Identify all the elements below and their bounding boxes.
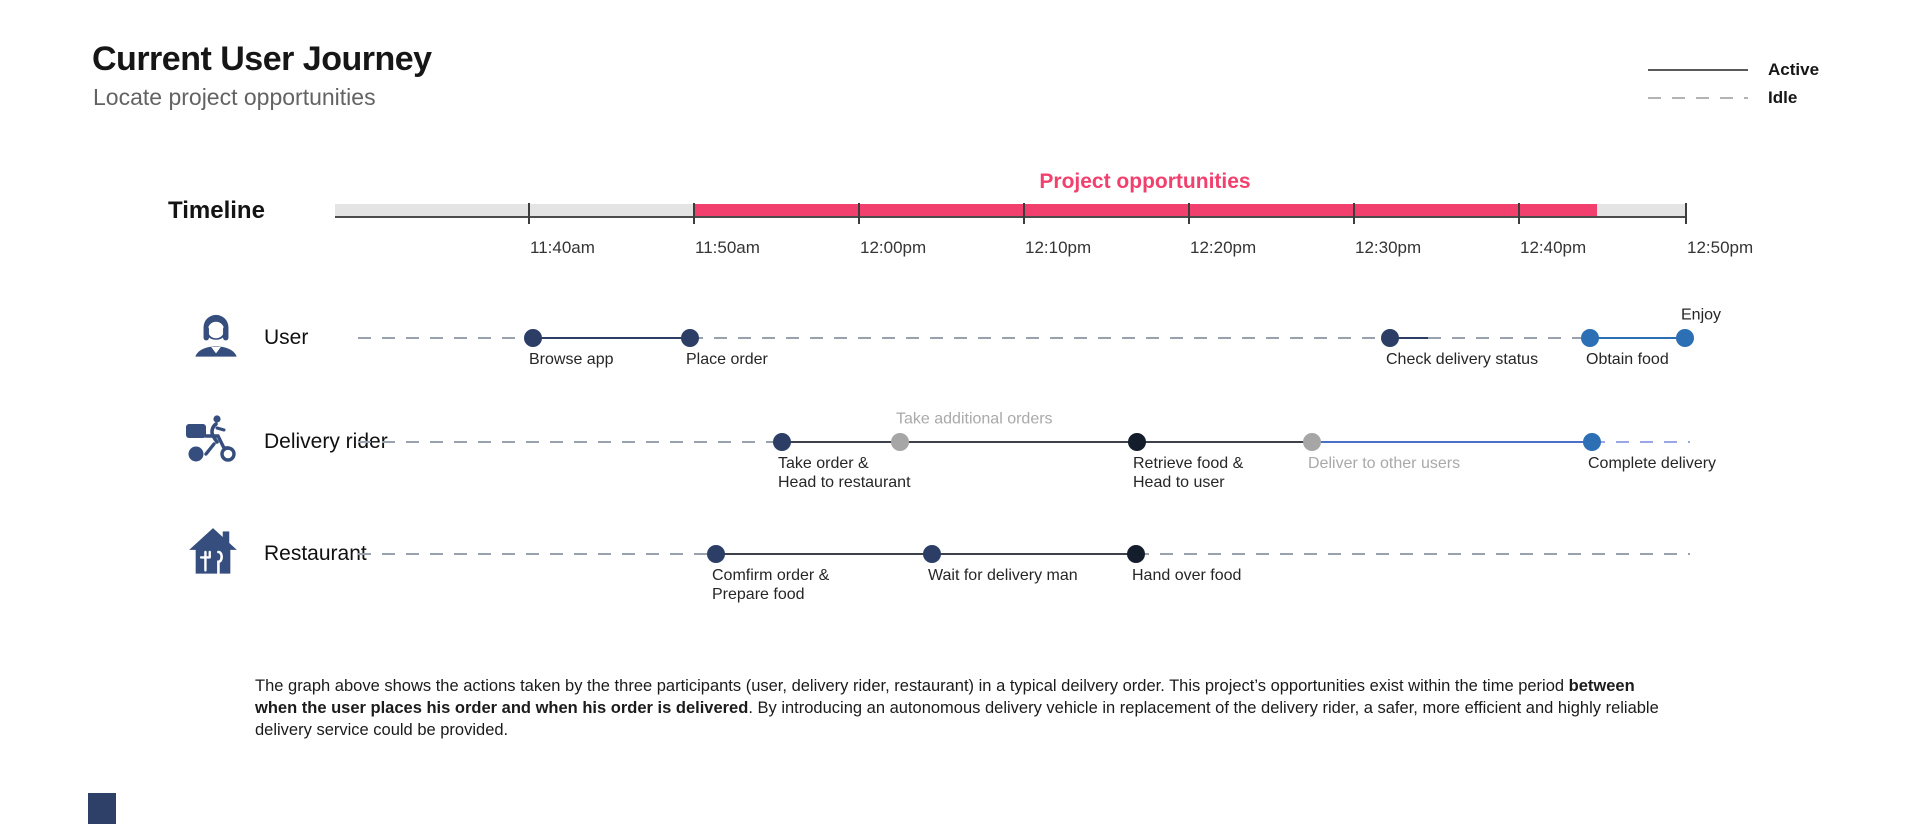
timeline-tick-label: 12:00pm <box>860 238 927 257</box>
timeline-tick-label: 12:40pm <box>1520 238 1587 257</box>
journey-segment <box>358 337 533 339</box>
event-dot <box>1583 433 1601 451</box>
event-dot <box>524 329 542 347</box>
timeline-tick <box>858 203 860 224</box>
timeline-tick-label: 12:10pm <box>1025 238 1092 257</box>
timeline-tick <box>1685 203 1687 224</box>
event-label: Deliver to other users <box>1308 455 1461 472</box>
footer-text-post: . By introducing an autonomous delivery … <box>255 698 1659 739</box>
row-label-restaurant: Restaurant <box>264 542 367 565</box>
legend-row-idle: Idle <box>1648 88 1819 108</box>
event-label: Complete delivery <box>1588 455 1717 472</box>
event-label: Hand over food <box>1132 567 1242 584</box>
event-label: Obtain food <box>1586 351 1669 368</box>
event-label: Take additional orders <box>896 410 1053 428</box>
restaurant-icon <box>189 528 237 578</box>
row-label-delivery-rider: Delivery rider <box>264 430 388 453</box>
timeline-tick <box>693 203 695 224</box>
journey-segment <box>1136 553 1690 555</box>
timeline-tick-label: 12:50pm <box>1687 238 1754 257</box>
journey-segment <box>782 441 1312 443</box>
timeline-tick <box>1518 203 1520 224</box>
footer-text-bold: between when the user places his order a… <box>255 677 1635 717</box>
journey-segment <box>690 337 1390 339</box>
project-opportunities-label: Project opportunities <box>1039 170 1251 193</box>
timeline-tick-label: 12:20pm <box>1190 238 1257 257</box>
journey-segment <box>358 441 782 443</box>
page-subtitle: Locate project opportunities <box>93 84 376 110</box>
journey-segment <box>1590 337 1685 339</box>
idle-dashed-line-icon <box>1648 97 1748 99</box>
event-dot <box>707 545 725 563</box>
page-title: Current User Journey <box>92 40 432 78</box>
timeline-label: Timeline <box>168 197 265 224</box>
legend-row-active: Active <box>1648 60 1819 80</box>
active-line-icon <box>1648 69 1748 71</box>
event-dot <box>1581 329 1599 347</box>
journey-segment <box>358 553 716 555</box>
event-dot <box>681 329 699 347</box>
event-label: Place order <box>686 351 768 368</box>
legend: Active Idle <box>1648 60 1819 108</box>
event-dot <box>1381 329 1399 347</box>
timeline-tick-label: 12:30pm <box>1355 238 1422 257</box>
event-label: Browse app <box>529 351 614 368</box>
event-label: Enjoy <box>1681 306 1722 324</box>
event-label: Wait for delivery man <box>928 567 1078 584</box>
scooter-icon <box>186 415 236 462</box>
timeline-bar <box>335 204 1685 218</box>
journey-segment <box>533 337 690 339</box>
timeline-highlight-segment <box>693 204 1597 216</box>
event-label: Check delivery status <box>1386 351 1539 368</box>
legend-idle-label: Idle <box>1768 88 1798 107</box>
page-corner-tab <box>88 793 116 824</box>
footer-paragraph: The graph above shows the actions taken … <box>255 676 1667 742</box>
event-dot <box>1676 329 1694 347</box>
row-label-user: User <box>264 326 309 349</box>
event-label: Take order & Head to restaurant <box>778 455 911 491</box>
event-dot <box>1127 545 1145 563</box>
footer-text-pre: The graph above shows the actions taken … <box>255 677 1569 695</box>
journey-segment <box>1390 337 1428 339</box>
timeline-tick-label: 11:50am <box>695 238 760 257</box>
legend-active-label: Active <box>1768 60 1820 79</box>
timeline-tick <box>1023 203 1025 224</box>
event-label: Comfirm order & Prepare food <box>712 567 830 603</box>
timeline-tick <box>1188 203 1190 224</box>
event-label: Retrieve food & Head to user <box>1133 455 1244 491</box>
event-dot <box>773 433 791 451</box>
timeline-tick <box>1353 203 1355 224</box>
journey-segment <box>1428 337 1590 339</box>
user-icon <box>195 314 237 357</box>
event-dot <box>923 545 941 563</box>
journey-segment <box>1312 441 1592 443</box>
timeline-tick-label: 11:40am <box>530 238 595 257</box>
event-dot <box>891 433 909 451</box>
journey-segment <box>1592 441 1690 443</box>
event-dot <box>1303 433 1321 451</box>
event-dot <box>1128 433 1146 451</box>
timeline-tick <box>528 203 530 224</box>
